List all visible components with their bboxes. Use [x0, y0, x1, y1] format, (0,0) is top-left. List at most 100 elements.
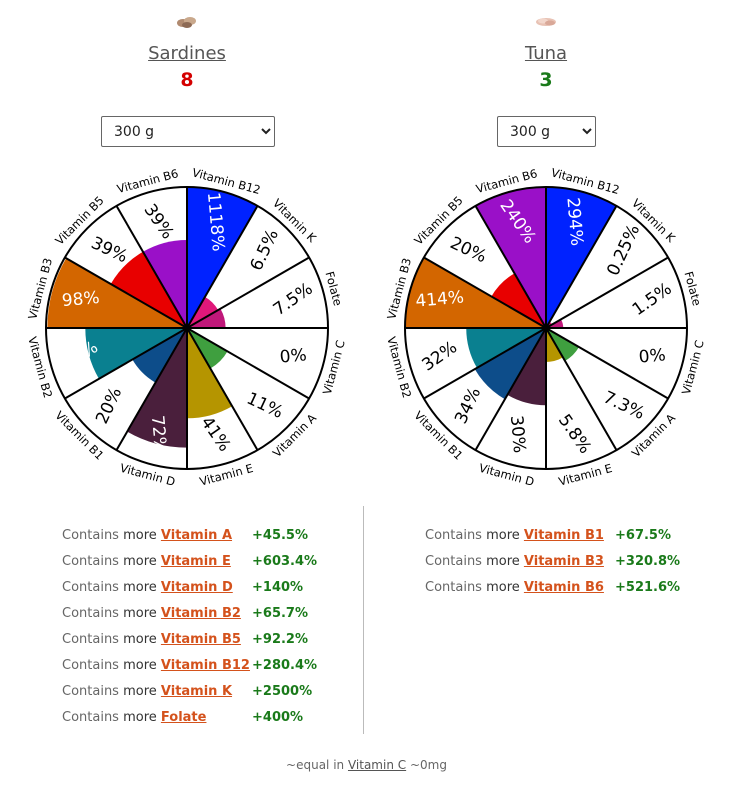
nutrient-link[interactable]: Vitamin B3 — [523, 554, 604, 569]
portion-select[interactable]: 300 g — [497, 116, 596, 147]
comparison-percent: +65.7% — [252, 606, 308, 621]
nutrient-link[interactable]: Vitamin E — [160, 554, 231, 569]
wheel-spoke — [115, 327, 188, 451]
wheel-outline — [404, 186, 688, 470]
tuna-icon — [536, 18, 556, 26]
comparison-more: more — [486, 580, 524, 595]
wheel-spoke — [474, 327, 547, 451]
comparison-row: Contains more Vitamin B2 +65.7% — [62, 606, 322, 632]
comparison-row: Contains more Vitamin K +2500% — [62, 684, 322, 710]
nutrient-link[interactable]: Vitamin B12 — [160, 658, 250, 673]
comparison-row: Contains more Vitamin B1 +67.5% — [425, 528, 675, 554]
comparison-prefix: Contains — [62, 710, 124, 725]
comparison-row: Contains more Vitamin B6 +521.6% — [425, 580, 680, 606]
nutrient-link[interactable]: Vitamin D — [160, 580, 233, 595]
nutrient-link[interactable]: Folate — [160, 710, 207, 725]
wheel-sector — [546, 187, 617, 328]
nutrient-link[interactable]: Vitamin A — [160, 528, 233, 543]
comparison-percent: +67.5% — [615, 528, 671, 543]
wheel-spoke — [186, 205, 259, 329]
comparison-percent: +140% — [252, 580, 304, 595]
comparison-row: Contains more Folate +400% — [62, 710, 322, 736]
footer-nutrient-link[interactable]: Vitamin C — [347, 758, 407, 772]
wheel-sector — [187, 296, 219, 328]
wheel-spoke — [115, 205, 188, 329]
wheel-outline — [45, 186, 329, 470]
comparison-percent: +521.6% — [615, 580, 681, 595]
column-divider — [363, 506, 364, 734]
comparison-label: Contains more Vitamin B5 — [62, 632, 241, 647]
nutrient-link[interactable]: Vitamin B2 — [160, 606, 241, 621]
nutrient-link[interactable]: Vitamin B1 — [523, 528, 604, 543]
comparison-row: Contains more Vitamin D +140% — [62, 580, 322, 606]
wheel-sector — [127, 328, 187, 448]
wheel-sector — [187, 187, 258, 328]
portion-select[interactable]: 300 g — [101, 116, 275, 147]
wheel-spoke — [186, 327, 259, 451]
comparison-label: Contains more Vitamin K — [62, 684, 232, 699]
nutrient-link[interactable]: Vitamin B5 — [160, 632, 241, 647]
nutrient-link[interactable]: Vitamin B6 — [523, 580, 604, 595]
wheel-sector — [466, 328, 546, 368]
wheel-sector — [142, 239, 187, 328]
comparison-percent: +320.8% — [615, 554, 681, 569]
wheel-sector — [405, 257, 546, 328]
wheel-spoke — [545, 205, 618, 329]
comparison-list-sardines: Contains more Vitamin A +45.5% Contains mo… — [62, 528, 322, 736]
comparison-label: Contains more Vitamin B6 — [425, 580, 604, 595]
comparison-label: Contains more Vitamin B12 — [62, 658, 250, 673]
comparison-prefix: Contains — [62, 658, 124, 673]
comparison-row: Contains more Vitamin B5 +92.2% — [62, 632, 322, 658]
comparison-prefix: Contains — [425, 580, 487, 595]
footer-prefix: ~equal in — [286, 758, 345, 772]
wheel-spoke — [545, 256, 669, 329]
comparison-label: Contains more Vitamin A — [62, 528, 232, 543]
nutrient-wheel-chart: 294% 0.25%1.5%0%7.3%5.8%30%34%32%414%20%2… — [384, 165, 707, 489]
wheel-spoke — [186, 327, 310, 400]
comparison-percent: +45.5% — [252, 528, 308, 543]
food-score: 3 — [539, 69, 553, 91]
wheel-spoke — [186, 256, 310, 329]
food-name-link[interactable]: Sardines — [148, 43, 226, 64]
comparison-more: more — [486, 554, 524, 569]
nutrient-wheel-chart: 1118% 6.5%7.5%0%11%41%72%20%52%98%39%39%V… — [25, 165, 348, 489]
wheel-value-label: 294% — [562, 197, 586, 247]
wheel-sector — [507, 328, 546, 406]
comparison-label: Contains more Vitamin B2 — [62, 606, 241, 621]
comparison-list-tuna: Contains more Vitamin B1 +67.5% Contains m… — [425, 528, 680, 606]
comparison-row: Contains more Vitamin B3 +320.8% — [425, 554, 680, 580]
equal-nutrients-footer: ~equal in Vitamin C ~0mg — [0, 758, 733, 772]
wheel-spoke — [64, 327, 188, 400]
comparison-more: more — [486, 528, 524, 543]
wheel-sector — [546, 328, 579, 361]
wheel-spoke — [545, 327, 669, 400]
comparison-row: Contains more Vitamin A +45.5% — [62, 528, 322, 554]
wheel-sector — [475, 187, 546, 328]
wheel-spoke — [545, 327, 618, 451]
nutrient-link[interactable]: Vitamin K — [160, 684, 233, 699]
food-name-link[interactable]: Tuna — [524, 43, 568, 64]
food-score: 8 — [180, 69, 194, 91]
footer-value: ~0mg — [409, 758, 447, 772]
comparison-label: Contains more Vitamin E — [62, 554, 231, 569]
wheel-value-label: 72% — [147, 415, 170, 454]
comparison-label: Contains more Vitamin D — [62, 580, 233, 595]
wheel-value-label: 0% — [279, 345, 308, 367]
wheel-sector — [85, 328, 187, 379]
comparison-percent: +2500% — [252, 684, 313, 699]
comparison-prefix: Contains — [62, 528, 124, 543]
comparison-more: more — [123, 684, 161, 699]
comparison-prefix: Contains — [62, 684, 124, 699]
comparison-percent: +280.4% — [252, 658, 318, 673]
comparison-percent: +603.4% — [252, 554, 318, 569]
comparison-more: more — [123, 528, 161, 543]
wheel-sector — [187, 328, 228, 369]
comparison-more: more — [123, 580, 161, 595]
comparison-prefix: Contains — [62, 580, 124, 595]
comparison-more: more — [123, 658, 161, 673]
wheel-sector — [47, 258, 187, 328]
comparison-more: more — [123, 554, 161, 569]
wheel-value-label: 98% — [61, 288, 100, 311]
wheel-sector — [110, 251, 187, 328]
comparison-prefix: Contains — [425, 528, 487, 543]
